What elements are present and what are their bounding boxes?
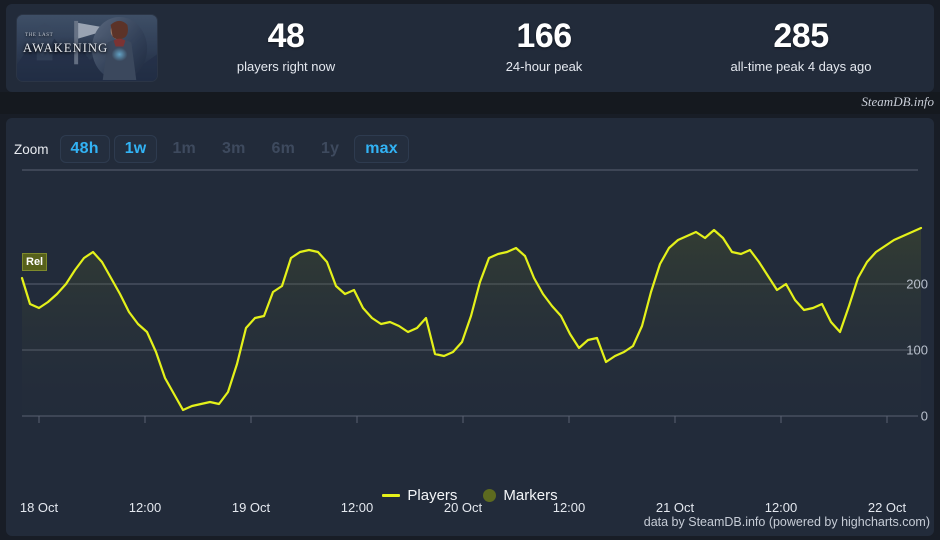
range-button-max[interactable]: max bbox=[354, 135, 409, 163]
y-axis-label-200: 200 bbox=[906, 276, 928, 292]
event-flag-release[interactable]: Rel bbox=[22, 253, 48, 271]
chart-x-tickmarks bbox=[38, 416, 888, 423]
players-area-chart bbox=[20, 169, 923, 423]
players-line bbox=[20, 226, 923, 412]
y-axis-label-100: 100 bbox=[906, 342, 928, 358]
x-axis-label-4: 20 Oct bbox=[443, 500, 483, 515]
range-button-group: 48h 1w 1m 3m 6m 1y max bbox=[58, 135, 411, 163]
chart-legend: Players Markers bbox=[0, 487, 940, 504]
stats-panel: THE LAST AWAKENING 48 players right now … bbox=[6, 4, 934, 92]
stat-all-time-peak: 285 all-time peak 4 days ago bbox=[696, 16, 906, 76]
legend-label: Players bbox=[407, 487, 458, 504]
stat-value: 285 bbox=[773, 17, 829, 55]
watermark-strip bbox=[0, 92, 940, 114]
capsule-title: AWAKENING bbox=[23, 41, 109, 55]
chart-plot-area[interactable]: 0 100 200 Rel bbox=[6, 166, 934, 456]
stat-label: all-time peak 4 days ago bbox=[730, 59, 872, 74]
range-selector-label: Zoom bbox=[14, 141, 49, 157]
range-button-48h[interactable]: 48h bbox=[59, 135, 110, 163]
chart-panel: Zoom 48h 1w 1m 3m 6m 1y max 0 100 200 Rel 18 Oct… bbox=[6, 118, 934, 536]
range-button-6m[interactable]: 6m bbox=[261, 135, 307, 163]
chart-credits: data by SteamDB.info (powered by highcha… bbox=[643, 515, 930, 529]
players-area-fill bbox=[22, 228, 921, 416]
stat-label: players right now bbox=[236, 59, 336, 74]
x-axis-label-2: 19 Oct bbox=[231, 500, 271, 515]
x-axis-label-5: 12:00 bbox=[552, 500, 586, 515]
capsule-supertitle: THE LAST bbox=[25, 33, 54, 38]
stat-value: 166 bbox=[516, 17, 572, 55]
legend-label: Markers bbox=[503, 487, 558, 504]
x-axis-label-6: 21 Oct bbox=[655, 500, 695, 515]
range-button-1m[interactable]: 1m bbox=[161, 135, 207, 163]
x-axis-label-7: 12:00 bbox=[764, 500, 798, 515]
range-selector: Zoom 48h 1w 1m 3m 6m 1y max bbox=[14, 134, 411, 164]
range-button-3m[interactable]: 3m bbox=[211, 135, 257, 163]
x-axis-label-1: 12:00 bbox=[128, 500, 162, 515]
legend-item-players[interactable]: Players bbox=[382, 487, 457, 504]
y-axis-label-0: 0 bbox=[920, 408, 928, 424]
steamdb-watermark: SteamDB.info bbox=[861, 94, 934, 109]
range-button-1w[interactable]: 1w bbox=[113, 135, 158, 163]
capsule-artwork bbox=[17, 15, 157, 81]
stat-24-hour-peak: 166 24-hour peak bbox=[446, 16, 642, 76]
game-capsule-thumbnail[interactable]: THE LAST AWAKENING bbox=[16, 14, 158, 82]
x-axis-label-8: 22 Oct bbox=[867, 500, 907, 515]
x-axis-label-0: 18 Oct bbox=[19, 500, 59, 515]
legend-item-markers[interactable]: Markers bbox=[483, 487, 558, 504]
x-axis-label-3: 12:00 bbox=[340, 500, 374, 515]
stat-players-right-now: 48 players right now bbox=[188, 16, 384, 76]
range-button-1y[interactable]: 1y bbox=[310, 135, 350, 163]
navigator-preview[interactable] bbox=[6, 534, 934, 540]
stat-value: 48 bbox=[267, 17, 305, 55]
legend-dot-swatch bbox=[483, 489, 497, 502]
legend-line-swatch bbox=[382, 494, 401, 497]
stat-label: 24-hour peak bbox=[505, 59, 583, 74]
